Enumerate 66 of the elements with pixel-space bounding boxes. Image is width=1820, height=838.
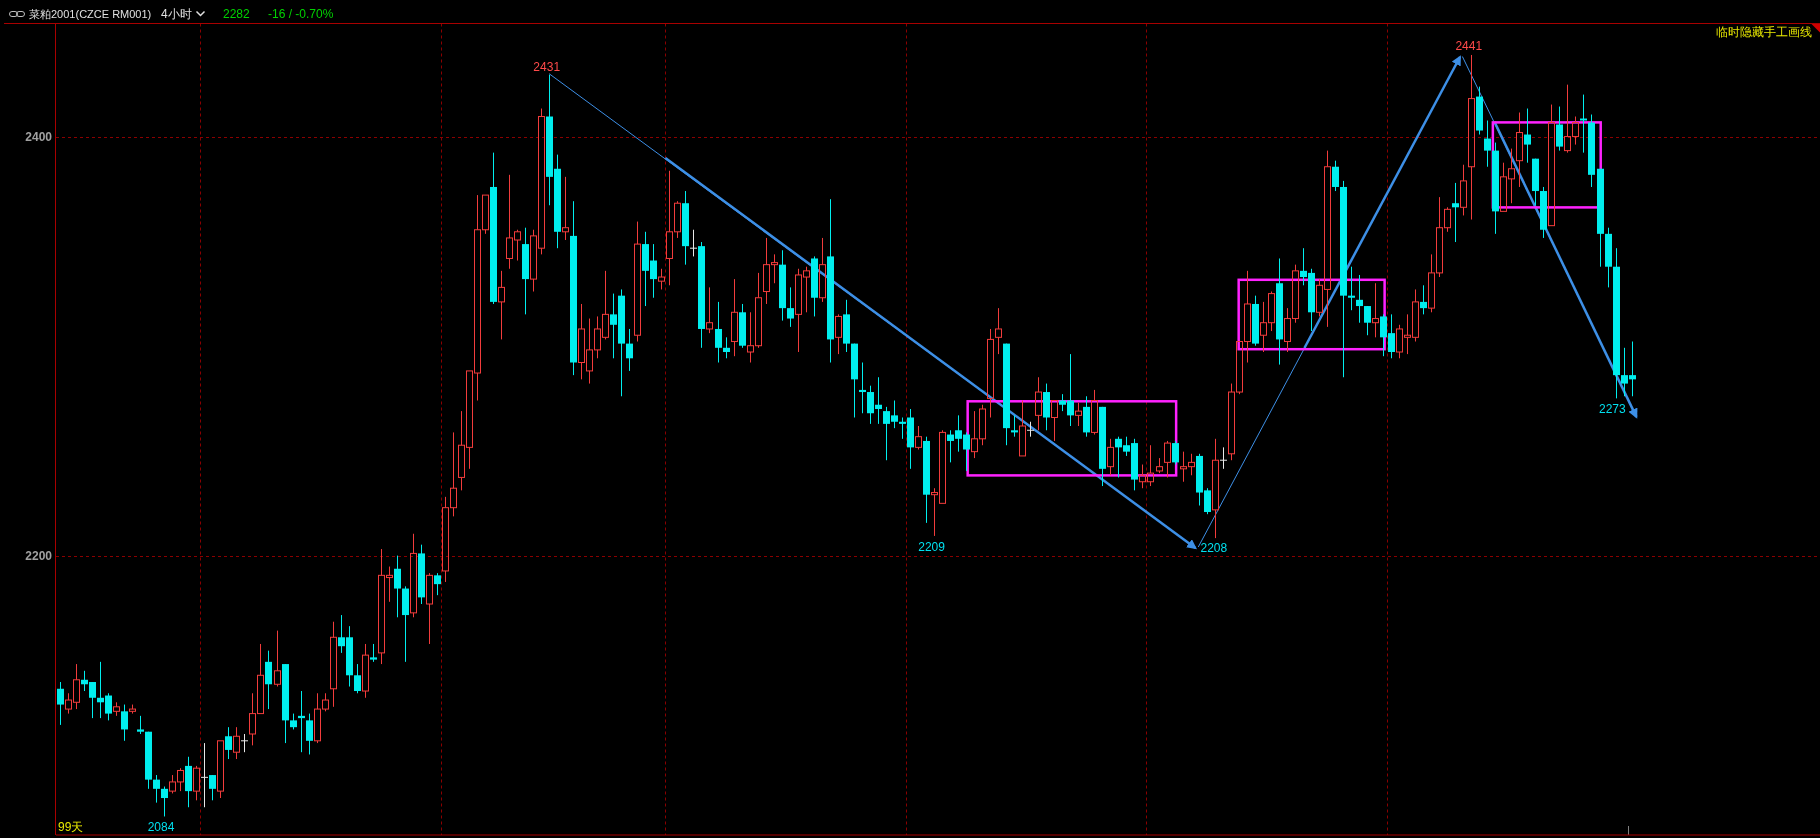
candlestick: [200, 742, 209, 808]
candlestick: [306, 713, 313, 755]
candlestick: [498, 270, 505, 340]
candlestick: [715, 301, 722, 363]
candlestick: [434, 572, 441, 596]
candlestick: [787, 286, 794, 328]
candlestick: [57, 681, 64, 726]
candlestick: [1219, 446, 1228, 470]
candlestick: [1026, 421, 1035, 438]
candlestick: [1372, 282, 1379, 338]
candlestick: [626, 328, 633, 372]
y-tick-label: 2400: [25, 129, 53, 144]
candlestick: [240, 733, 249, 753]
candlestick: [153, 774, 160, 804]
candlestick: [354, 663, 361, 694]
candlestick: [225, 726, 232, 760]
candlestick: [1348, 266, 1355, 311]
candlestick: [1172, 440, 1179, 466]
candlestick: [209, 774, 216, 801]
candlestick: [1516, 112, 1523, 188]
annotation: 99天: [58, 820, 84, 834]
candlestick: [161, 786, 168, 817]
annotation: 2084: [147, 819, 175, 834]
candlestick: [137, 715, 144, 735]
candlestick: [1091, 389, 1098, 436]
candlestick: [330, 621, 337, 708]
annotation: 2209: [918, 540, 946, 554]
candlestick: [915, 425, 922, 451]
candlestick: [1524, 108, 1531, 164]
candlestick: [723, 336, 730, 359]
candlestick: [1035, 376, 1042, 431]
candlestick: [731, 278, 738, 357]
y-tick-label: 2200: [25, 548, 53, 563]
candlestick: [1364, 305, 1371, 336]
candlestick: [1452, 182, 1459, 243]
candlestick: [1580, 94, 1587, 154]
annotation: 2431: [533, 60, 561, 74]
annotation: 2273: [1598, 402, 1626, 416]
candlestick: [1212, 438, 1219, 539]
text: 2282: [223, 7, 251, 21]
candlestick: [859, 362, 866, 414]
candlestick: [274, 630, 281, 688]
candlestick: [562, 176, 569, 241]
chart-subtitle: 4小时: [161, 7, 192, 21]
candlestick: [689, 229, 698, 257]
candlestick: [1556, 106, 1563, 152]
candlestick: [1484, 120, 1491, 168]
candlestick: [121, 704, 128, 742]
annotation: 2208: [1200, 541, 1228, 556]
candlestick: [1420, 284, 1427, 315]
chart-title: 菜粕2001(CZCE RM001): [29, 8, 152, 20]
candlestick: [995, 307, 1002, 355]
candlestick: [1011, 414, 1018, 438]
candlestick: [1468, 54, 1475, 221]
annotation: 2441: [1455, 39, 1483, 53]
candlestick: [426, 572, 433, 645]
annotation: 临时隐藏手工画线: [1716, 25, 1812, 39]
candlestick: [634, 221, 641, 343]
candlestick: [987, 328, 994, 418]
candlestick: [835, 313, 842, 355]
text: -16 / -0.70%: [268, 7, 334, 21]
candlestick: [1332, 160, 1339, 192]
candlestick: [265, 650, 272, 710]
candlestick: [819, 237, 826, 303]
candlestick: [1356, 274, 1363, 324]
candlestick: [394, 555, 401, 618]
